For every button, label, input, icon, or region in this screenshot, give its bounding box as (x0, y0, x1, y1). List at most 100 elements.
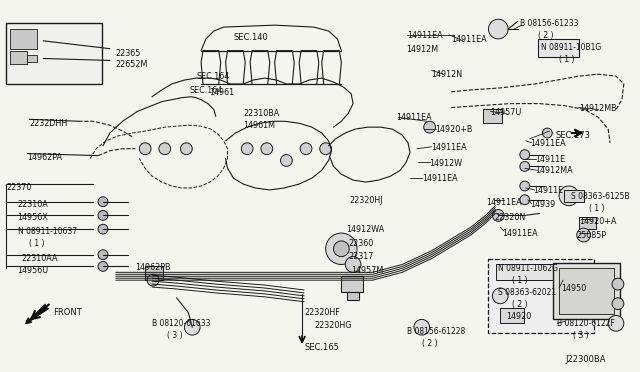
Text: 22370: 22370 (6, 183, 31, 192)
Bar (10, 51, 28, 64)
Bar (564, 190, 584, 202)
Bar (579, 217, 596, 229)
Circle shape (345, 257, 361, 272)
Text: 14911EA: 14911EA (451, 35, 487, 44)
Circle shape (520, 195, 530, 205)
Circle shape (424, 121, 435, 133)
Circle shape (320, 143, 332, 155)
Text: 25085P: 25085P (577, 231, 607, 240)
Text: ( 1 ): ( 1 ) (559, 55, 575, 64)
Text: 14911EA: 14911EA (396, 113, 432, 122)
Text: 14920+A: 14920+A (579, 217, 616, 227)
Bar (145, 266, 163, 280)
Text: 14911EA: 14911EA (530, 139, 565, 148)
Text: SEC.140: SEC.140 (234, 33, 268, 42)
Text: S 08363-6125B: S 08363-6125B (571, 192, 629, 201)
Bar (10, 29, 37, 49)
Text: 14911EA: 14911EA (502, 229, 538, 238)
Text: 14962PA: 14962PA (28, 153, 63, 162)
Circle shape (577, 228, 591, 242)
Circle shape (98, 211, 108, 220)
Text: 2232DHH: 2232DHH (29, 119, 68, 128)
Text: B 08120-6122F: B 08120-6122F (557, 320, 615, 328)
Circle shape (241, 143, 253, 155)
Text: 14939: 14939 (530, 200, 555, 209)
Text: 14912MB: 14912MB (579, 104, 616, 113)
Text: N 08911-10637: N 08911-10637 (18, 227, 77, 236)
Circle shape (520, 161, 530, 171)
Text: 14911EA: 14911EA (407, 31, 443, 40)
Text: 14950: 14950 (561, 284, 586, 293)
Text: 14912W: 14912W (429, 158, 463, 167)
Text: 22310BA: 22310BA (243, 109, 280, 118)
Text: ( 3 ): ( 3 ) (167, 331, 182, 340)
Bar (497, 264, 573, 280)
Text: 14956X: 14956X (18, 214, 49, 222)
Circle shape (147, 274, 159, 286)
Bar (483, 109, 502, 123)
Text: 22360: 22360 (348, 239, 374, 248)
Circle shape (492, 288, 508, 304)
Circle shape (98, 262, 108, 271)
Circle shape (520, 150, 530, 160)
Text: 22320HF: 22320HF (304, 308, 340, 317)
Bar (538, 39, 579, 57)
Text: 14961M: 14961M (243, 121, 275, 130)
Text: 14912M: 14912M (406, 45, 438, 54)
Circle shape (184, 320, 200, 335)
Text: N 08911-1062G: N 08911-1062G (499, 264, 558, 273)
Text: 14911EA: 14911EA (486, 198, 522, 207)
Text: B 08120-61633: B 08120-61633 (152, 320, 211, 328)
Text: ( 3 ): ( 3 ) (573, 331, 588, 340)
Text: B 08156-61233: B 08156-61233 (520, 19, 579, 28)
Text: SEC.164: SEC.164 (196, 72, 229, 81)
Text: 14920: 14920 (506, 312, 531, 321)
Text: 14957M: 14957M (351, 266, 383, 275)
Bar (553, 263, 620, 320)
Text: ( 1 ): ( 1 ) (512, 276, 527, 285)
Bar (559, 268, 614, 314)
Text: B 08156-61228: B 08156-61228 (407, 327, 465, 336)
Circle shape (140, 143, 151, 155)
Text: 14911E: 14911E (534, 186, 564, 195)
Text: ( 2 ): ( 2 ) (422, 339, 437, 348)
Text: 14911EA: 14911EA (422, 174, 458, 183)
Circle shape (333, 241, 349, 257)
Text: 22310AA: 22310AA (22, 254, 58, 263)
Text: ( 1 ): ( 1 ) (29, 239, 45, 248)
Bar (500, 308, 524, 323)
Text: SEC.165: SEC.165 (304, 343, 339, 352)
Circle shape (612, 278, 624, 290)
Text: 22310A: 22310A (18, 200, 49, 209)
Text: S 08363-62021: S 08363-62021 (499, 288, 556, 297)
Text: 14962PB: 14962PB (136, 263, 171, 272)
Text: 14911E: 14911E (536, 155, 566, 164)
Circle shape (326, 233, 357, 264)
Text: N 08911-10B1G: N 08911-10B1G (541, 43, 602, 52)
Circle shape (608, 315, 624, 331)
Text: 22320HJ: 22320HJ (349, 196, 383, 205)
Circle shape (98, 224, 108, 234)
Text: 14912MA: 14912MA (536, 166, 573, 175)
Circle shape (488, 19, 508, 39)
Text: FRONT: FRONT (53, 308, 82, 317)
Bar (6, 23, 102, 84)
Text: ( 2 ): ( 2 ) (512, 300, 527, 309)
Circle shape (180, 143, 192, 155)
Text: 14961: 14961 (209, 88, 234, 97)
Circle shape (300, 143, 312, 155)
Circle shape (414, 320, 429, 335)
Circle shape (98, 250, 108, 260)
Text: SEC.164: SEC.164 (189, 86, 223, 95)
Circle shape (261, 143, 273, 155)
Circle shape (280, 155, 292, 166)
Text: 22365: 22365 (116, 49, 141, 58)
Bar (28, 55, 37, 62)
Text: 14956U: 14956U (18, 266, 49, 275)
Circle shape (159, 143, 171, 155)
Circle shape (543, 128, 552, 138)
Text: 14911EA: 14911EA (431, 143, 467, 152)
Circle shape (520, 181, 530, 191)
Text: ( 2 ): ( 2 ) (538, 31, 553, 40)
Circle shape (492, 209, 504, 221)
